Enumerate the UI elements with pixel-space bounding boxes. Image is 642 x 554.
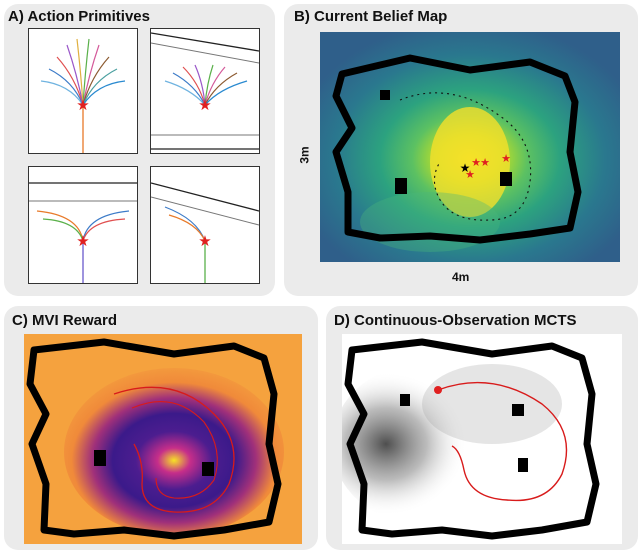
- red-star-icon: ★: [471, 157, 481, 169]
- robot-position-icon: [434, 386, 442, 394]
- svg-text:★: ★: [480, 157, 490, 169]
- primitive-fan-corner: ★: [151, 182, 259, 283]
- panel-belief-map: B) Current Belief Map 3m 4m ★ ★ ★ ★ ★: [284, 4, 638, 296]
- robot-trajectory: [399, 92, 532, 221]
- panel-title-d: D) Continuous-Observation MCTS: [334, 312, 577, 329]
- panel-mvi-reward: C) MVI Reward: [4, 306, 318, 550]
- planned-path: [113, 386, 235, 513]
- obstacle-outline: [344, 338, 600, 540]
- mvi-heatmap: [64, 368, 284, 536]
- red-star-icon: ★: [76, 97, 89, 114]
- primitive-view-corridor: ★: [28, 166, 138, 284]
- obstacle-outline: [26, 338, 282, 540]
- mvi-reward-map: [24, 334, 302, 544]
- panel-title-c: C) MVI Reward: [12, 312, 118, 329]
- mcts-search-map: [342, 334, 622, 544]
- panel-title-a: A) Action Primitives: [8, 8, 150, 25]
- red-star-icon: ★: [198, 233, 211, 250]
- red-star-icon: ★: [76, 233, 89, 250]
- axis-label-y: 3m: [297, 146, 312, 164]
- panel-action-primitives: A) Action Primitives ★: [4, 4, 275, 296]
- primitive-view-open: ★: [28, 28, 138, 154]
- svg-text:★: ★: [465, 169, 475, 181]
- belief-map: ★ ★ ★ ★ ★: [320, 32, 620, 262]
- primitive-view-corner: ★: [150, 166, 260, 284]
- planned-path: [437, 381, 568, 502]
- red-star-icon: ★: [198, 97, 211, 114]
- primitive-fan-walls: ★: [151, 32, 259, 150]
- black-star-icon: ★: [460, 161, 471, 175]
- panel-mcts: D) Continuous-Observation MCTS: [326, 306, 638, 550]
- axis-label-x: 4m: [452, 270, 470, 284]
- panel-title-b: B) Current Belief Map: [294, 8, 448, 25]
- svg-text:★: ★: [501, 153, 511, 165]
- primitive-fan-open: ★: [40, 38, 126, 153]
- primitive-fan-corridor: ★: [29, 182, 137, 283]
- primitive-view-walls: ★: [150, 28, 260, 154]
- obstacle-outline: [332, 54, 582, 244]
